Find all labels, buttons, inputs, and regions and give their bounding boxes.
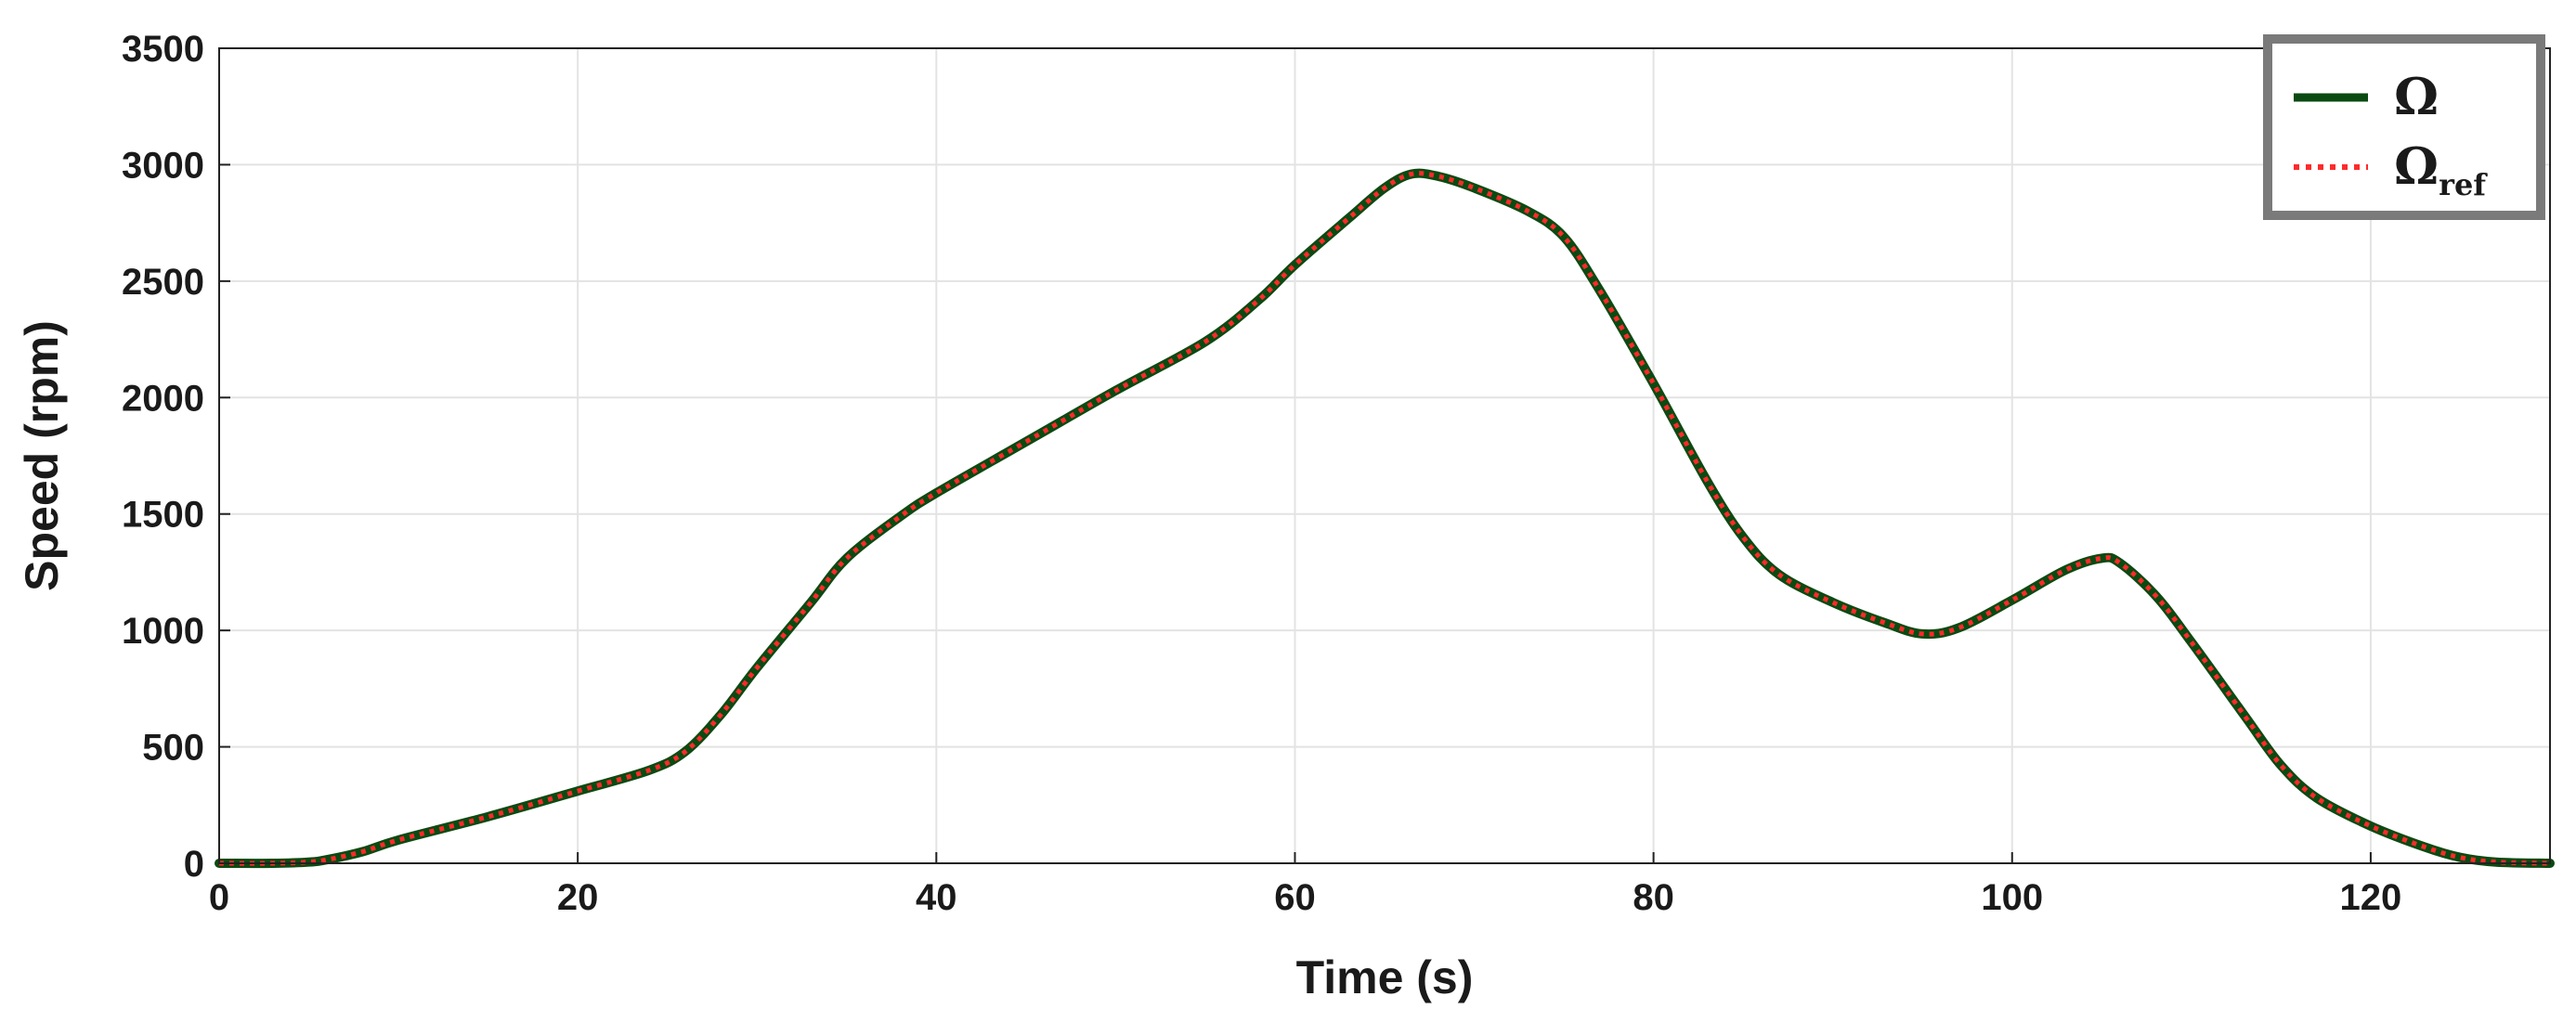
y-tick-label: 3000: [122, 145, 204, 186]
legend-box: [2263, 34, 2545, 220]
x-axis-label: Time (s): [1296, 951, 1474, 1003]
x-tick-label: 80: [1633, 877, 1674, 918]
series-layer: [215, 168, 2555, 869]
x-tick-label: 40: [916, 877, 957, 918]
x-tick-label: 0: [209, 877, 229, 918]
plot-frame: [218, 47, 2551, 864]
legend-label-subscript: ref: [2439, 167, 2488, 202]
x-tick-label: 120: [2340, 877, 2402, 918]
x-tick-label: 60: [1274, 877, 1316, 918]
x-tick-label: 100: [1981, 877, 2043, 918]
tick-layer: 0 20 40 60 80 100 120 0 500 1000 1500 2000 2500 3000 3…: [122, 29, 2401, 918]
y-tick-label: 0: [184, 844, 204, 885]
y-axis-label: Speed (rpm): [16, 320, 68, 591]
y-tick-label: 2500: [122, 262, 204, 303]
series-line-omega: [215, 168, 2555, 869]
y-tick-label: 2000: [122, 378, 204, 419]
y-tick-label: 3500: [122, 29, 204, 70]
legend-label: Ω: [2394, 67, 2439, 126]
y-tick-label: 1000: [122, 611, 204, 652]
x-tick-label: 20: [557, 877, 599, 918]
y-tick-label: 1500: [122, 495, 204, 536]
y-tick-label: 500: [142, 728, 204, 769]
